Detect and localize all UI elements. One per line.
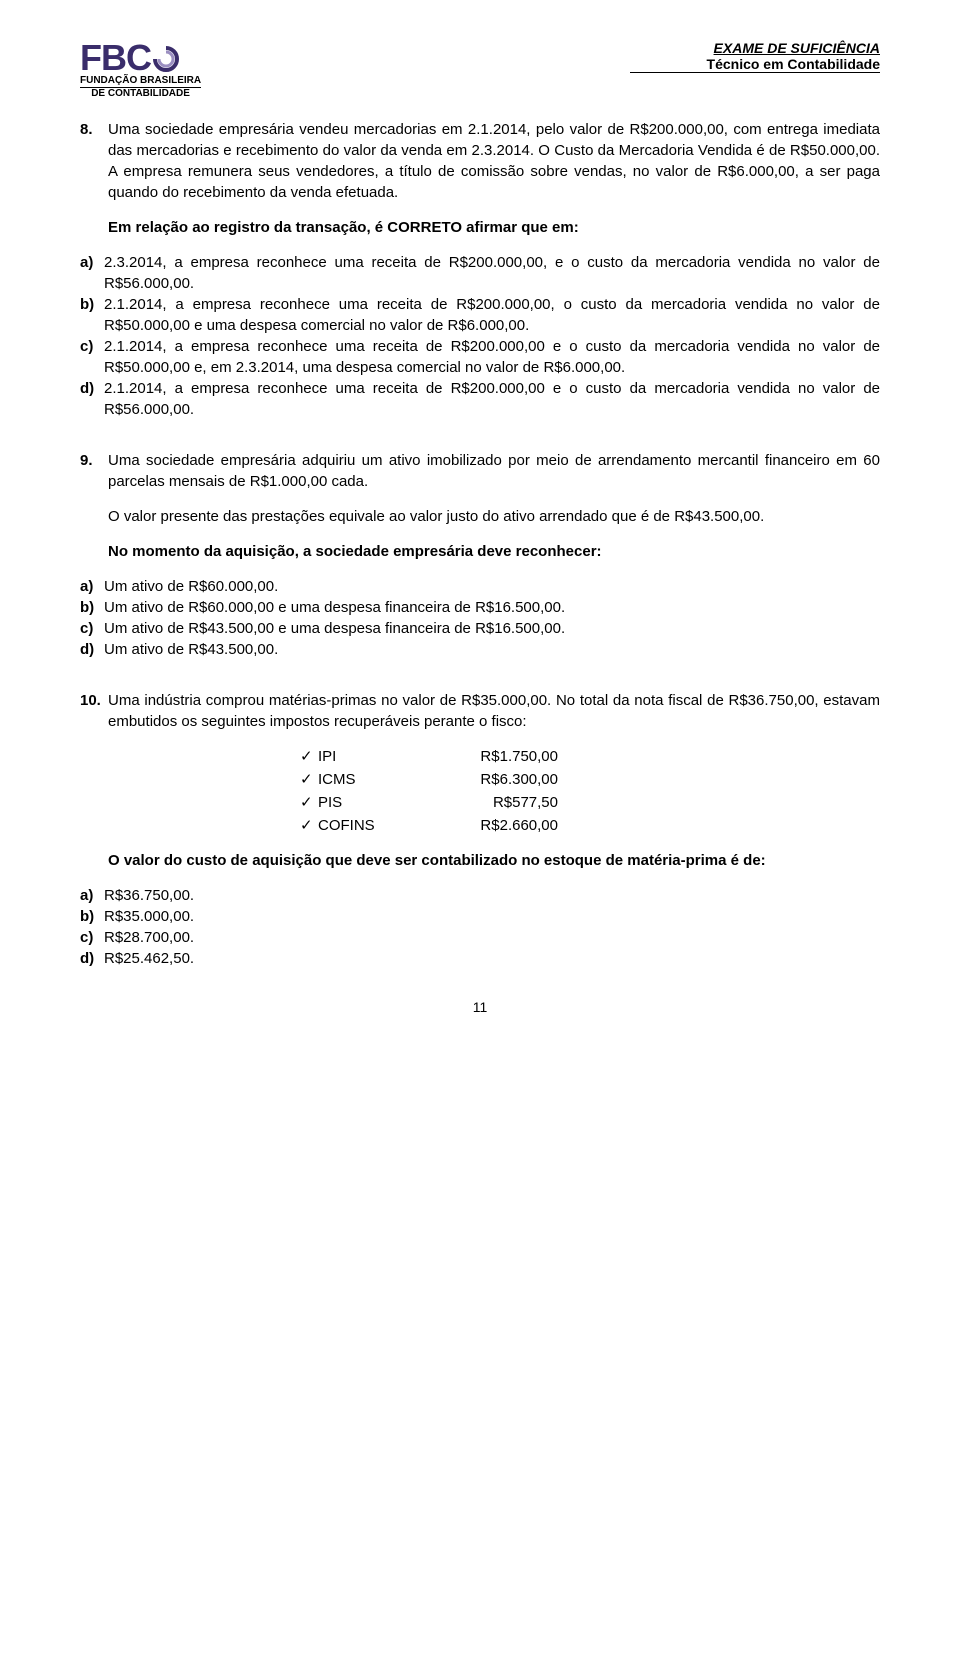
- q10-option-c: c) R$28.700,00.: [80, 927, 880, 948]
- tax-value: R$6.300,00: [438, 769, 558, 790]
- tax-list: ✓ IPI R$1.750,00 ✓ ICMS R$6.300,00 ✓ PIS…: [300, 746, 880, 836]
- option-label: a): [80, 885, 104, 906]
- q9-head: 9. Uma sociedade empresária adquiriu um …: [80, 450, 880, 492]
- logo-swirl-icon: [151, 44, 181, 74]
- question-8: 8. Uma sociedade empresária vendeu merca…: [80, 119, 880, 420]
- question-10: 10. Uma indústria comprou matérias-prima…: [80, 690, 880, 969]
- exam-subtitle: Técnico em Contabilidade: [630, 56, 880, 73]
- tax-value: R$577,50: [438, 792, 558, 813]
- q8-option-a: a) 2.3.2014, a empresa reconhece uma rec…: [80, 252, 880, 294]
- q10-option-a: a) R$36.750,00.: [80, 885, 880, 906]
- tax-name: COFINS: [318, 815, 438, 836]
- option-label: c): [80, 618, 104, 639]
- logo-subtitle-2: DE CONTABILIDADE: [80, 89, 201, 99]
- option-label: b): [80, 597, 104, 618]
- tax-name: IPI: [318, 746, 438, 767]
- q10-text: Uma indústria comprou matérias-primas no…: [108, 690, 880, 732]
- option-label: a): [80, 576, 104, 597]
- tax-row-pis: ✓ PIS R$577,50: [300, 792, 880, 813]
- checkmark-icon: ✓: [300, 769, 318, 790]
- logo-subtitle-1: FUNDAÇÃO BRASILEIRA: [80, 76, 201, 88]
- checkmark-icon: ✓: [300, 792, 318, 813]
- option-text: R$28.700,00.: [104, 927, 880, 948]
- option-text: R$25.462,50.: [104, 948, 880, 969]
- tax-row-ipi: ✓ IPI R$1.750,00: [300, 746, 880, 767]
- q8-prompt: Em relação ao registro da transação, é C…: [108, 217, 880, 238]
- tax-name: PIS: [318, 792, 438, 813]
- q9-text: Uma sociedade empresária adquiriu um ati…: [108, 450, 880, 492]
- option-label: d): [80, 639, 104, 660]
- option-label: d): [80, 948, 104, 969]
- q8-head: 8. Uma sociedade empresária vendeu merca…: [80, 119, 880, 203]
- tax-name: ICMS: [318, 769, 438, 790]
- option-text: 2.1.2014, a empresa reconhece uma receit…: [104, 294, 880, 336]
- option-label: b): [80, 906, 104, 927]
- q9-option-c: c) Um ativo de R$43.500,00 e uma despesa…: [80, 618, 880, 639]
- q8-option-b: b) 2.1.2014, a empresa reconhece uma rec…: [80, 294, 880, 336]
- q9-option-a: a) Um ativo de R$60.000,00.: [80, 576, 880, 597]
- q9-para2: O valor presente das prestações equivale…: [108, 506, 880, 527]
- question-9: 9. Uma sociedade empresária adquiriu um …: [80, 450, 880, 660]
- option-text: Um ativo de R$43.500,00 e uma despesa fi…: [104, 618, 880, 639]
- q9-number: 9.: [80, 450, 108, 471]
- option-text: 2.3.2014, a empresa reconhece uma receit…: [104, 252, 880, 294]
- q10-option-d: d) R$25.462,50.: [80, 948, 880, 969]
- option-text: R$35.000,00.: [104, 906, 880, 927]
- logo-row: FBC: [80, 40, 201, 78]
- q8-option-d: d) 2.1.2014, a empresa reconhece uma rec…: [80, 378, 880, 420]
- tax-value: R$2.660,00: [438, 815, 558, 836]
- option-text: R$36.750,00.: [104, 885, 880, 906]
- q10-number: 10.: [80, 690, 108, 711]
- q9-option-d: d) Um ativo de R$43.500,00.: [80, 639, 880, 660]
- option-label: d): [80, 378, 104, 399]
- content: 8. Uma sociedade empresária vendeu merca…: [80, 119, 880, 969]
- logo-text: FBC: [80, 40, 151, 76]
- q8-text: Uma sociedade empresária vendeu mercador…: [108, 119, 880, 203]
- option-label: b): [80, 294, 104, 315]
- q8-number: 8.: [80, 119, 108, 140]
- checkmark-icon: ✓: [300, 746, 318, 767]
- tax-row-icms: ✓ ICMS R$6.300,00: [300, 769, 880, 790]
- q10-options: a) R$36.750,00. b) R$35.000,00. c) R$28.…: [80, 885, 880, 969]
- q8-option-c: c) 2.1.2014, a empresa reconhece uma rec…: [80, 336, 880, 378]
- q10-head: 10. Uma indústria comprou matérias-prima…: [80, 690, 880, 732]
- checkmark-icon: ✓: [300, 815, 318, 836]
- option-text: 2.1.2014, a empresa reconhece uma receit…: [104, 378, 880, 420]
- q9-option-b: b) Um ativo de R$60.000,00 e uma despesa…: [80, 597, 880, 618]
- option-label: a): [80, 252, 104, 273]
- option-label: c): [80, 927, 104, 948]
- q9-options: a) Um ativo de R$60.000,00. b) Um ativo …: [80, 576, 880, 660]
- tax-row-cofins: ✓ COFINS R$2.660,00: [300, 815, 880, 836]
- option-text: Um ativo de R$60.000,00.: [104, 576, 880, 597]
- q9-prompt: No momento da aquisição, a sociedade emp…: [108, 541, 880, 562]
- logo-block: FBC FUNDAÇÃO BRASILEIRA DE CONTABILIDADE: [80, 40, 201, 99]
- option-text: Um ativo de R$43.500,00.: [104, 639, 880, 660]
- page-header: FBC FUNDAÇÃO BRASILEIRA DE CONTABILIDADE…: [80, 40, 880, 99]
- q10-prompt: O valor do custo de aquisição que deve s…: [108, 850, 880, 871]
- tax-value: R$1.750,00: [438, 746, 558, 767]
- option-text: 2.1.2014, a empresa reconhece uma receit…: [104, 336, 880, 378]
- exam-title: EXAME DE SUFICIÊNCIA: [630, 40, 880, 56]
- q8-options: a) 2.3.2014, a empresa reconhece uma rec…: [80, 252, 880, 420]
- option-text: Um ativo de R$60.000,00 e uma despesa fi…: [104, 597, 880, 618]
- option-label: c): [80, 336, 104, 357]
- page: FBC FUNDAÇÃO BRASILEIRA DE CONTABILIDADE…: [0, 0, 960, 1055]
- page-number: 11: [80, 999, 880, 1015]
- header-right: EXAME DE SUFICIÊNCIA Técnico em Contabil…: [630, 40, 880, 73]
- q10-option-b: b) R$35.000,00.: [80, 906, 880, 927]
